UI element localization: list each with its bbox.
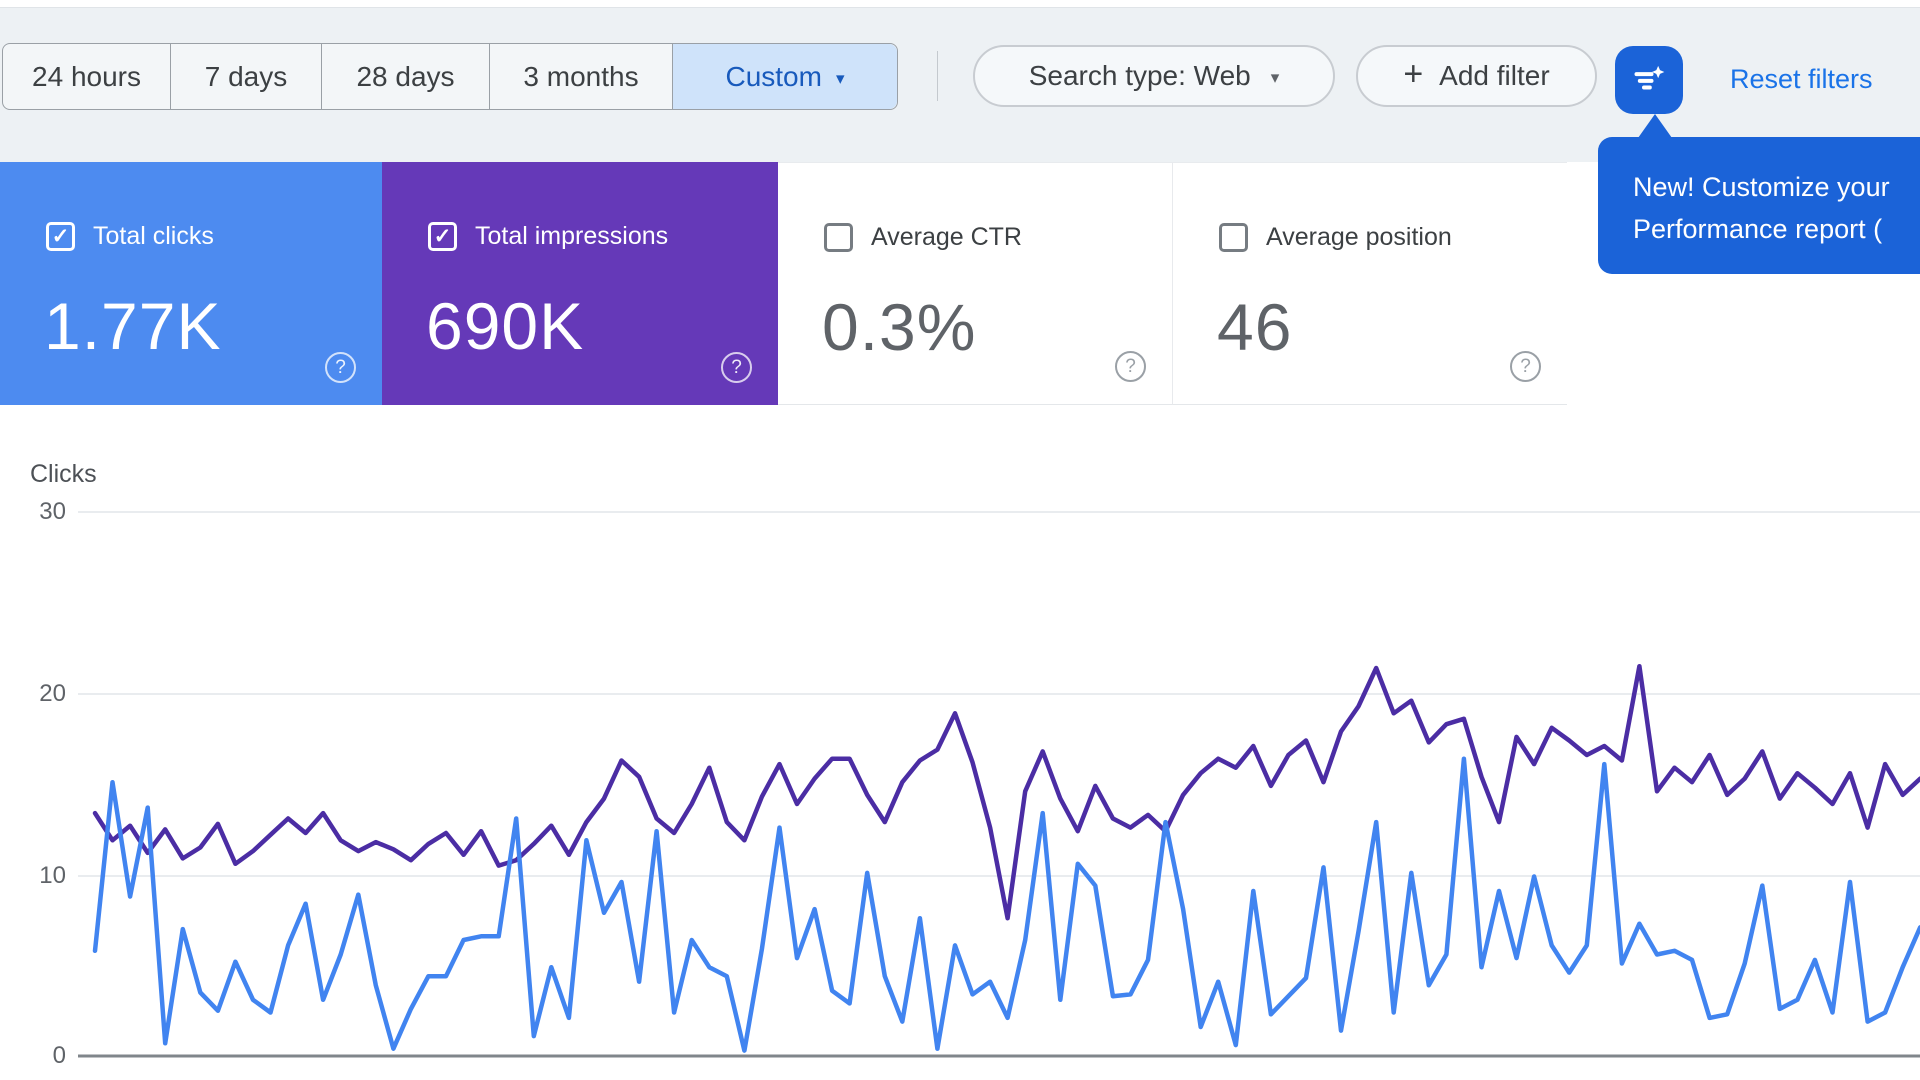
- toolbar-divider: [937, 51, 938, 101]
- card-value: 46: [1217, 290, 1293, 364]
- metric-card-average-position[interactable]: ✓ Average position 46 ?: [1172, 162, 1567, 405]
- tab-label: 3 months: [523, 60, 639, 92]
- chart-axis-title: Clicks: [30, 460, 97, 488]
- tab-label: 7 days: [204, 60, 288, 92]
- help-icon[interactable]: ?: [325, 352, 356, 383]
- card-label: Average CTR: [871, 223, 1022, 251]
- add-filter-button[interactable]: + Add filter: [1356, 45, 1597, 107]
- card-value: 1.77K: [44, 289, 222, 363]
- tab-custom[interactable]: Custom ▾: [672, 44, 897, 109]
- card-header: ✓ Average CTR: [824, 223, 1022, 252]
- metric-card-average-ctr[interactable]: ✓ Average CTR 0.3% ?: [778, 162, 1172, 405]
- date-range-tabs: 24 hours 7 days 28 days 3 months Custom …: [2, 43, 898, 110]
- tab-label: 24 hours: [32, 60, 141, 92]
- tooltip-text-line2: Performance report (: [1633, 214, 1883, 244]
- tab-3-months[interactable]: 3 months: [489, 44, 672, 109]
- card-value: 0.3%: [822, 290, 977, 364]
- filter-sparkle-icon: [1634, 65, 1665, 90]
- card-header: ✓ Total impressions: [428, 222, 668, 251]
- checkbox-unchecked-icon[interactable]: ✓: [824, 223, 853, 252]
- checkbox-unchecked-icon[interactable]: ✓: [1219, 223, 1248, 252]
- checkbox-checked-icon[interactable]: ✓: [428, 222, 457, 251]
- card-header: ✓ Average position: [1219, 223, 1452, 252]
- search-type-label: Search type: Web: [1028, 60, 1251, 91]
- y-tick-30: 30: [39, 498, 66, 525]
- tooltip-text-line1: New! Customize your: [1633, 172, 1890, 202]
- card-label: Average position: [1266, 223, 1452, 251]
- help-icon[interactable]: ?: [721, 352, 752, 383]
- metric-card-total-impressions[interactable]: ✓ Total impressions 690K ?: [382, 162, 778, 405]
- y-tick-10: 10: [39, 862, 66, 889]
- help-icon[interactable]: ?: [1510, 351, 1541, 382]
- y-tick-0: 0: [52, 1042, 66, 1069]
- card-value: 690K: [426, 289, 585, 363]
- tab-7-days[interactable]: 7 days: [170, 44, 321, 109]
- tab-label: Custom: [725, 60, 822, 92]
- metric-card-total-clicks[interactable]: ✓ Total clicks 1.77K ?: [0, 162, 382, 405]
- add-filter-label: Add filter: [1439, 60, 1550, 91]
- performance-line-chart: [78, 511, 1920, 1058]
- tooltip-pointer: [1638, 114, 1672, 138]
- checkbox-checked-icon[interactable]: ✓: [46, 222, 75, 251]
- help-icon[interactable]: ?: [1115, 351, 1146, 382]
- card-label: Total impressions: [475, 222, 669, 250]
- tab-24-hours[interactable]: 24 hours: [3, 44, 170, 109]
- tab-label: 28 days: [356, 60, 455, 92]
- clicks-line: [92, 756, 1920, 1053]
- impressions-line: [92, 663, 1920, 921]
- tab-28-days[interactable]: 28 days: [321, 44, 489, 109]
- top-header-strip: [0, 0, 1920, 8]
- card-header: ✓ Total clicks: [46, 222, 214, 251]
- promo-tooltip: New! Customize your Performance report (: [1598, 137, 1920, 274]
- chevron-down-icon: ▾: [1270, 68, 1280, 87]
- customize-report-button[interactable]: [1615, 46, 1683, 114]
- plus-icon: +: [1403, 55, 1424, 93]
- search-type-dropdown[interactable]: Search type: Web ▾: [973, 45, 1335, 107]
- card-label: Total clicks: [93, 222, 214, 250]
- y-tick-20: 20: [39, 680, 66, 707]
- chevron-down-icon: ▾: [835, 69, 845, 88]
- reset-filters-link[interactable]: Reset filters: [1730, 64, 1873, 94]
